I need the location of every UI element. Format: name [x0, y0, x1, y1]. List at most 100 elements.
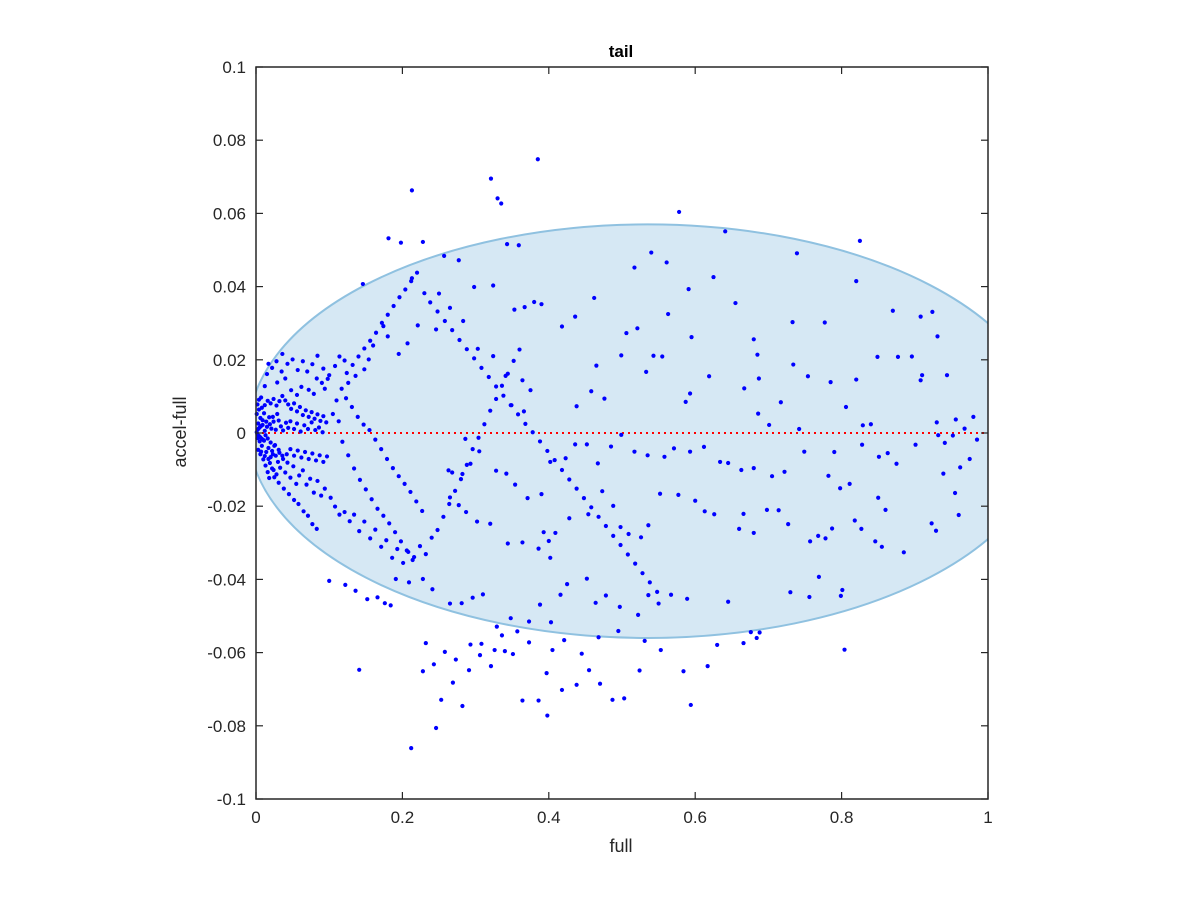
scatter-point [356, 354, 361, 359]
scatter-point [504, 242, 510, 247]
scatter-point [574, 404, 579, 409]
scatter-point [466, 668, 472, 673]
y-tick-label: 0.1 [222, 58, 246, 77]
scatter-point [267, 415, 272, 420]
scatter-point [593, 600, 598, 605]
scatter-point [909, 354, 914, 359]
scatter-point [625, 552, 630, 557]
scatter-point [646, 523, 651, 528]
scatter-point [422, 291, 427, 296]
scatter-point [488, 408, 493, 413]
scatter-point [488, 521, 493, 526]
scatter-point [683, 399, 688, 404]
scatter-point [526, 640, 532, 645]
scatter-point [447, 495, 453, 500]
scatter-point [936, 433, 941, 438]
scatter-point [671, 446, 677, 451]
scatter-point [688, 702, 693, 708]
scatter-point [300, 412, 305, 418]
scatter-point [816, 533, 821, 538]
scatter-point [726, 460, 731, 466]
scatter-point [379, 447, 384, 452]
scatter-point [343, 582, 348, 587]
scatter-point [686, 287, 691, 292]
scatter-point [647, 580, 652, 585]
scatter-point [657, 491, 663, 496]
scatter-point [300, 359, 305, 364]
scatter-point [638, 535, 644, 540]
scatter-point [726, 599, 731, 604]
scatter-point [409, 279, 414, 284]
scatter-point [367, 427, 372, 433]
scatter-point [294, 481, 299, 486]
scatter-point [264, 424, 270, 429]
scatter-point [693, 498, 698, 503]
scatter-point [324, 420, 329, 425]
scatter-point [381, 324, 386, 329]
scatter-point [387, 521, 392, 526]
scatter-point [596, 635, 601, 640]
scatter-point [687, 449, 693, 454]
scatter-point [312, 416, 317, 421]
scatter-point [617, 604, 622, 609]
x-tick-label: 0 [251, 808, 260, 827]
scatter-point [398, 240, 404, 245]
scatter-point [868, 422, 873, 427]
scatter-point [950, 433, 955, 438]
scatter-point [291, 401, 297, 406]
scatter-point [876, 454, 882, 459]
scatter-point [640, 571, 645, 576]
scatter-point [525, 496, 530, 501]
scatter-point [298, 429, 303, 434]
scatter-point [450, 328, 455, 333]
scatter-point [388, 603, 393, 608]
scatter-point [705, 664, 710, 669]
scatter-point [321, 366, 326, 371]
scatter-point [280, 393, 285, 399]
scatter-point [603, 593, 608, 598]
scatter-point [782, 469, 787, 474]
scatter-point [392, 530, 398, 535]
scatter-point [308, 476, 313, 481]
scatter-point [334, 398, 339, 403]
y-tick-label: -0.06 [207, 644, 246, 663]
scatter-point [523, 421, 528, 426]
scatter-point [493, 468, 499, 473]
scatter-point [281, 486, 286, 491]
scatter-point [262, 428, 267, 433]
scatter-point [459, 601, 464, 606]
scatter-point [278, 465, 283, 470]
scatter-point [941, 471, 946, 476]
scatter-point [660, 354, 665, 359]
scatter-point [778, 400, 783, 405]
scatter-point [357, 528, 362, 534]
scatter-point [423, 552, 428, 557]
scatter-point [520, 378, 525, 383]
scatter-point [460, 703, 465, 709]
scatter-point [321, 459, 326, 465]
scatter-point [552, 457, 557, 463]
scatter-point [375, 595, 380, 600]
scatter-point [339, 386, 344, 391]
scatter-point [289, 406, 294, 411]
scatter-point [337, 354, 342, 359]
scatter-point [676, 492, 681, 497]
scatter-point [260, 422, 265, 428]
scatter-point [265, 398, 270, 403]
scatter-point [336, 419, 341, 424]
scatter-point [379, 544, 384, 549]
scatter-point [346, 453, 351, 458]
scatter-point [626, 531, 631, 537]
scatter-point [397, 295, 402, 300]
scatter-point [327, 578, 332, 583]
scatter-point [327, 373, 332, 378]
scatter-point [442, 649, 447, 654]
scatter-point [470, 447, 475, 452]
scatter-point [741, 640, 746, 646]
y-tick-label: -0.04 [207, 570, 246, 589]
x-tick-label: 0.4 [537, 808, 561, 827]
scatter-point [488, 664, 494, 669]
scatter-point [381, 513, 386, 518]
scatter-point [264, 371, 270, 377]
scatter-point [408, 489, 413, 495]
